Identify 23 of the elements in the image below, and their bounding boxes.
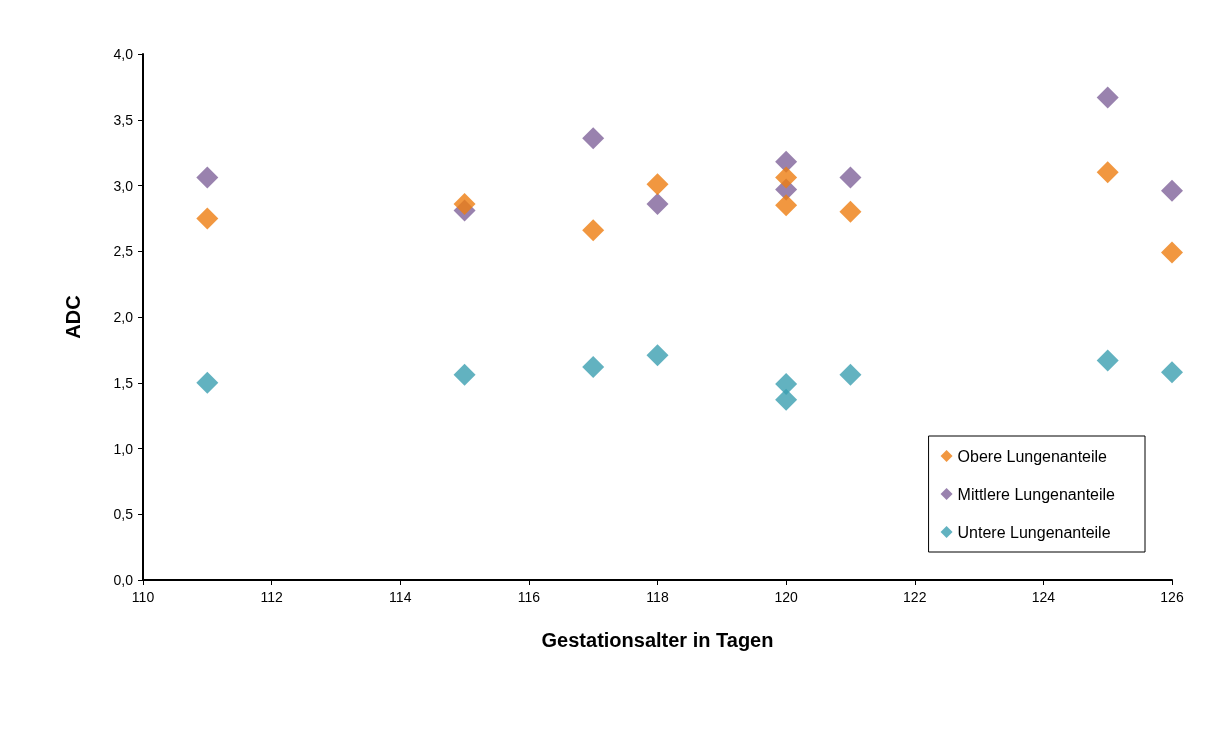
x-tick-label: 124 — [1031, 589, 1056, 605]
y-tick-label: 1,0 — [113, 440, 134, 457]
y-tick-label: 0,5 — [113, 506, 134, 523]
y-tick-label: 3,5 — [113, 111, 134, 128]
y-tick-label: 2,5 — [113, 243, 134, 260]
x-tick-label: 116 — [517, 589, 541, 605]
x-tick-label: 122 — [903, 589, 927, 605]
y-tick-label: 1,5 — [113, 374, 134, 391]
x-tick-label: 120 — [774, 589, 799, 605]
y-axis-title: ADC — [62, 295, 84, 339]
y-tick-label: 4,0 — [113, 46, 134, 62]
x-tick-label: 112 — [260, 589, 283, 605]
legend-label: Obere Lungenanteile — [957, 447, 1108, 465]
x-tick-label: 110 — [131, 589, 155, 605]
x-tick-label: 114 — [389, 589, 412, 605]
x-axis-title: Gestationsalter in Tagen — [541, 629, 774, 651]
x-tick-label: 126 — [1160, 589, 1184, 605]
x-tick-label: 118 — [646, 589, 669, 605]
y-tick-label: 3,0 — [113, 177, 134, 194]
y-tick-label: 2,0 — [113, 309, 134, 325]
y-tick-label: 0,0 — [113, 572, 134, 588]
legend-label: Mittlere Lungenanteile — [957, 485, 1116, 503]
legend-label: Untere Lungenanteile — [957, 523, 1111, 541]
